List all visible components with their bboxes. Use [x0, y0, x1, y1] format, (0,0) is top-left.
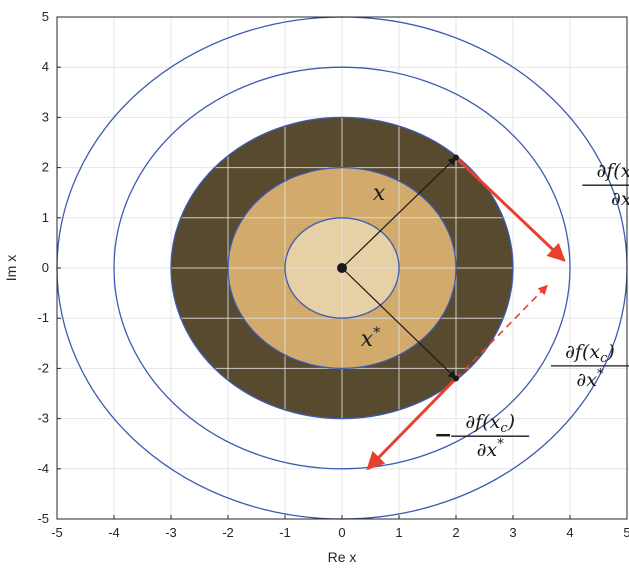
contour-circle-r1 [284, 217, 400, 319]
x-axis-label: Re x [328, 549, 357, 565]
point-x-conj [453, 375, 459, 382]
axis-labels: Re x Im x [3, 255, 356, 565]
points [337, 154, 459, 382]
annotations: xx*∂f(xc)∂x∂f(xc)∂x*∂f(xc)∂x*− [361, 160, 629, 461]
label-neg-grad-x-conj: ∂f(xc)∂x* − [434, 411, 530, 461]
contour-circle-r2 [227, 166, 457, 370]
point-origin [337, 263, 347, 273]
label-grad-x-numerator: ∂f(xc) [596, 160, 629, 185]
y-axis-label: Im x [3, 255, 19, 281]
y-tick-label: 4 [42, 59, 49, 74]
label-grad-x: ∂f(xc) ∂x [582, 160, 629, 210]
x-tick-label: -4 [108, 525, 120, 540]
point-x [453, 154, 459, 161]
x-tick-label: 1 [395, 525, 402, 540]
vector-neg-grad-x-conj [366, 377, 458, 471]
y-tick-label: -4 [37, 461, 49, 476]
y-tick-label: 1 [42, 210, 49, 225]
label-grad-x-conj-denominator: ∂x* [576, 367, 604, 391]
label-neg-grad-x-conj-denominator: ∂x* [477, 437, 505, 461]
x-tick-label: -1 [279, 525, 291, 540]
label-grad-x-conj: ∂f(xc)∂x* [550, 341, 629, 391]
label-neg-grad-x-conj-sign: − [434, 422, 452, 448]
x-tick-label: 0 [338, 525, 345, 540]
x-tick-label: -2 [222, 525, 234, 540]
x-tick-label: 3 [509, 525, 516, 540]
vector-x [341, 156, 457, 269]
vector-x-conj [341, 267, 457, 380]
y-tick-label: -2 [37, 360, 49, 375]
y-tick-label: 0 [42, 260, 49, 275]
label-neg-grad-x-conj-numerator: ∂f(xc) [465, 411, 515, 436]
label-grad-x-conj-numerator: ∂f(xc) [565, 341, 615, 366]
contour-circle-r3 [170, 116, 514, 420]
tick-labels: -5 -4 -3 -2 -1 0 1 2 3 4 5 5 4 3 2 1 0 -1 -2 -3 -4 -5 [37, 9, 629, 540]
y-tick-label: -3 [37, 411, 49, 426]
x-tick-label: -5 [51, 525, 63, 540]
vector-grad-x [454, 156, 566, 262]
x-tick-label: 4 [566, 525, 573, 540]
contour-circle-r4 [113, 66, 571, 470]
vectors [341, 156, 566, 471]
y-tick-label: -5 [37, 511, 49, 526]
x-tick-label: -3 [165, 525, 177, 540]
axes-frame [56, 16, 628, 520]
vector-grad-x-conj [455, 284, 548, 380]
x-tick-label: 5 [623, 525, 629, 540]
y-tick-label: 2 [42, 160, 49, 175]
label-grad-x-denominator: ∂x [611, 188, 629, 210]
label-x: x [373, 181, 386, 206]
y-tick-label: -1 [37, 310, 49, 325]
label-x-conj: x* [361, 325, 380, 352]
y-tick-label: 3 [42, 109, 49, 124]
x-tick-label: 2 [452, 525, 459, 540]
y-tick-label: 5 [42, 9, 49, 24]
